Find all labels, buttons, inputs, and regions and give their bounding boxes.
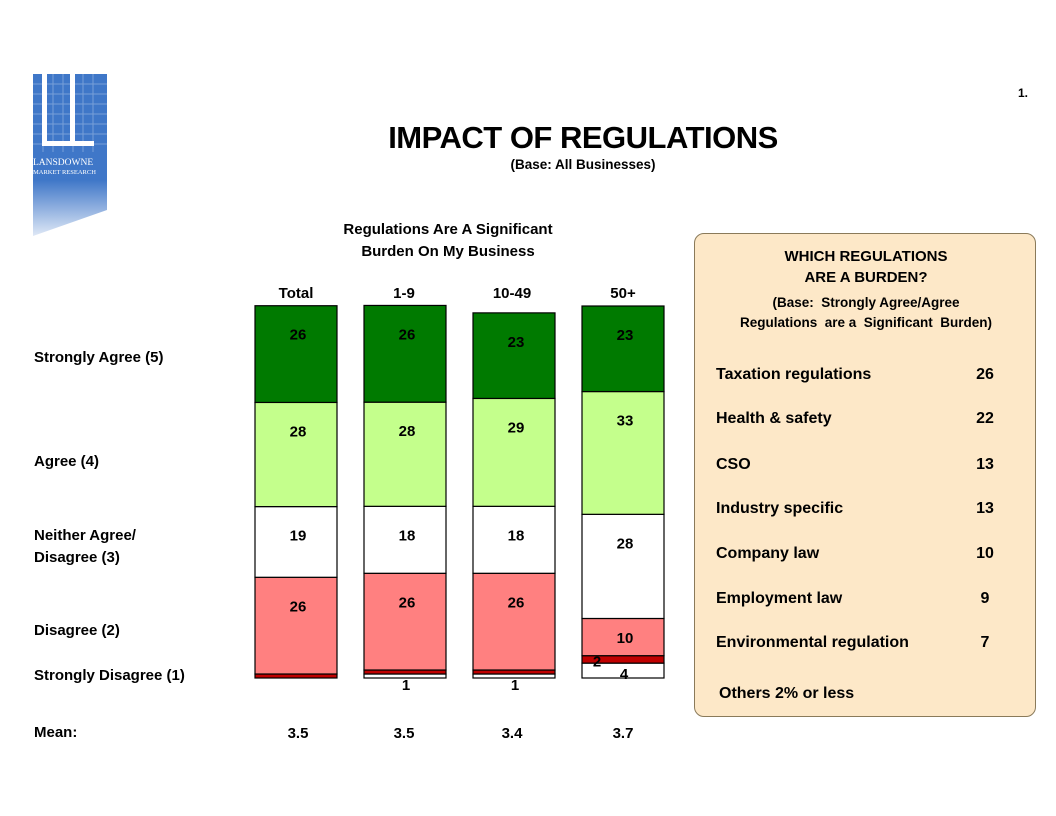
regulation-value: 7 [980,634,990,651]
stacked-bar-chart: 126192826112618282611261829234210283323 [254,304,665,694]
data-label-no-answer-1-9: 1 [402,677,410,694]
regulation-name: CSO [716,456,751,473]
regulation-value: 13 [976,500,994,517]
bar-segment-strongly-agree-total [254,305,338,404]
bar-segment-neither-total [254,506,338,578]
regulation-name: Employment law [716,590,843,607]
page-title: IMPACT OF REGULATIONS [388,120,778,155]
regulation-value: 10 [976,545,994,562]
bar-segment-neither-50-plus [581,513,665,620]
burden-regulations-panel: WHICH REGULATIONS ARE A BURDEN? (Base: S… [694,233,1036,717]
data-label-neither-total: 19 [290,528,307,545]
chart-title-line2: Burden On My Business [361,243,535,260]
data-label-no-answer-50-plus: 4 [620,666,629,683]
row-label-strongly-agree: Strongly Agree (5) [34,349,164,366]
regulation-name: Taxation regulations [716,366,872,383]
page-number: 1. [1018,86,1029,100]
bar-segment-neither-1-9 [363,505,447,574]
data-label-strongly-disagree-50-plus: 2 [593,654,601,671]
data-label-agree-50-plus: 33 [617,413,634,430]
row-label-neither: Neither Agree/ Disagree (3) [34,525,136,569]
data-label-strongly-agree-50-plus: 23 [617,327,634,344]
mean-value-10-49: 3.4 [501,725,523,742]
mean-value-1-9: 3.5 [393,725,415,742]
bar-segment-disagree-1-9 [363,572,447,671]
panel-title-line1: WHICH REGULATIONS [784,248,948,265]
data-label-disagree-1-9: 26 [399,594,416,611]
data-label-disagree-total: 26 [290,598,307,615]
panel-title: WHICH REGULATIONS ARE A BURDEN? [695,246,1037,288]
panel-base-line1: (Base: Strongly Agree/Agree [772,295,960,310]
row-label-neither-line2: Disagree (3) [34,549,120,566]
data-label-no-answer-10-49: 1 [511,677,519,694]
bar-segment-neither-10-49 [472,505,556,574]
row-label-neither-line1: Neither Agree/ [34,527,136,544]
column-header-50-plus: 50+ [610,285,636,302]
bar-segment-disagree-total [254,576,338,675]
chart-title-line1: Regulations Are A Significant [343,221,553,238]
page-subtitle: (Base: All Businesses) [510,157,656,172]
data-label-agree-10-49: 29 [508,419,525,436]
data-label-neither-10-49: 18 [508,527,525,544]
column-header-1-9: 1-9 [393,285,415,302]
data-label-strongly-agree-total: 26 [290,327,307,344]
column-header-total: Total [278,285,314,302]
bar-segment-strongly-agree-10-49 [472,312,556,400]
regulation-name: Health & safety [716,410,832,427]
data-label-agree-total: 28 [290,423,307,440]
bar-segment-agree-1-9 [363,401,447,507]
regulation-name: Environmental regulation [716,634,909,651]
regulation-value: 26 [976,366,994,383]
row-label-disagree: Disagree (2) [34,622,120,639]
bar-segment-disagree-10-49 [472,572,556,671]
column-header-10-49: 10-49 [492,285,532,302]
data-label-strongly-agree-10-49: 23 [508,334,525,351]
panel-base-line2: Regulations are a Significant Burden) [739,315,993,330]
logo-text-line1: LANSDOWNE [33,158,94,168]
chart-title: Regulations Are A Significant Burden On … [298,219,598,263]
row-label-agree: Agree (4) [34,453,100,470]
others-note: Others 2% or less [719,685,855,702]
bar-segment-agree-50-plus [581,390,665,515]
lansdowne-logo [33,74,107,236]
data-label-agree-1-9: 28 [399,423,416,440]
data-label-strongly-agree-1-9: 26 [399,326,416,343]
regulation-value: 22 [976,410,994,427]
regulation-value: 9 [980,590,990,607]
bar-segment-strongly-agree-1-9 [363,304,447,403]
data-label-neither-1-9: 18 [399,527,416,544]
data-label-disagree-50-plus: 10 [617,630,634,647]
row-label-strongly-disagree: Strongly Disagree (1) [34,667,185,684]
data-label-disagree-10-49: 26 [508,594,525,611]
regulation-name: Industry specific [716,500,844,517]
bar-segment-agree-total [254,401,338,508]
panel-base-note: (Base: Strongly Agree/Agree Regulations … [695,293,1037,333]
panel-title-line2: ARE A BURDEN? [804,269,928,286]
regulation-name: Company law [716,545,820,562]
mean-value-total: 3.5 [287,725,309,742]
mean-label: Mean: [34,724,78,741]
bar-segment-disagree-50-plus [581,617,665,657]
bar-segment-agree-10-49 [472,397,556,507]
bar-segment-strongly-agree-50-plus [581,305,665,393]
logo-text-line2: MARKET RESEARCH [33,169,96,176]
data-label-neither-50-plus: 28 [617,535,634,552]
regulation-value: 13 [976,456,994,473]
mean-value-50-plus: 3.7 [612,725,634,742]
logo-text: LANSDOWNE MARKET RESEARCH [33,158,107,178]
